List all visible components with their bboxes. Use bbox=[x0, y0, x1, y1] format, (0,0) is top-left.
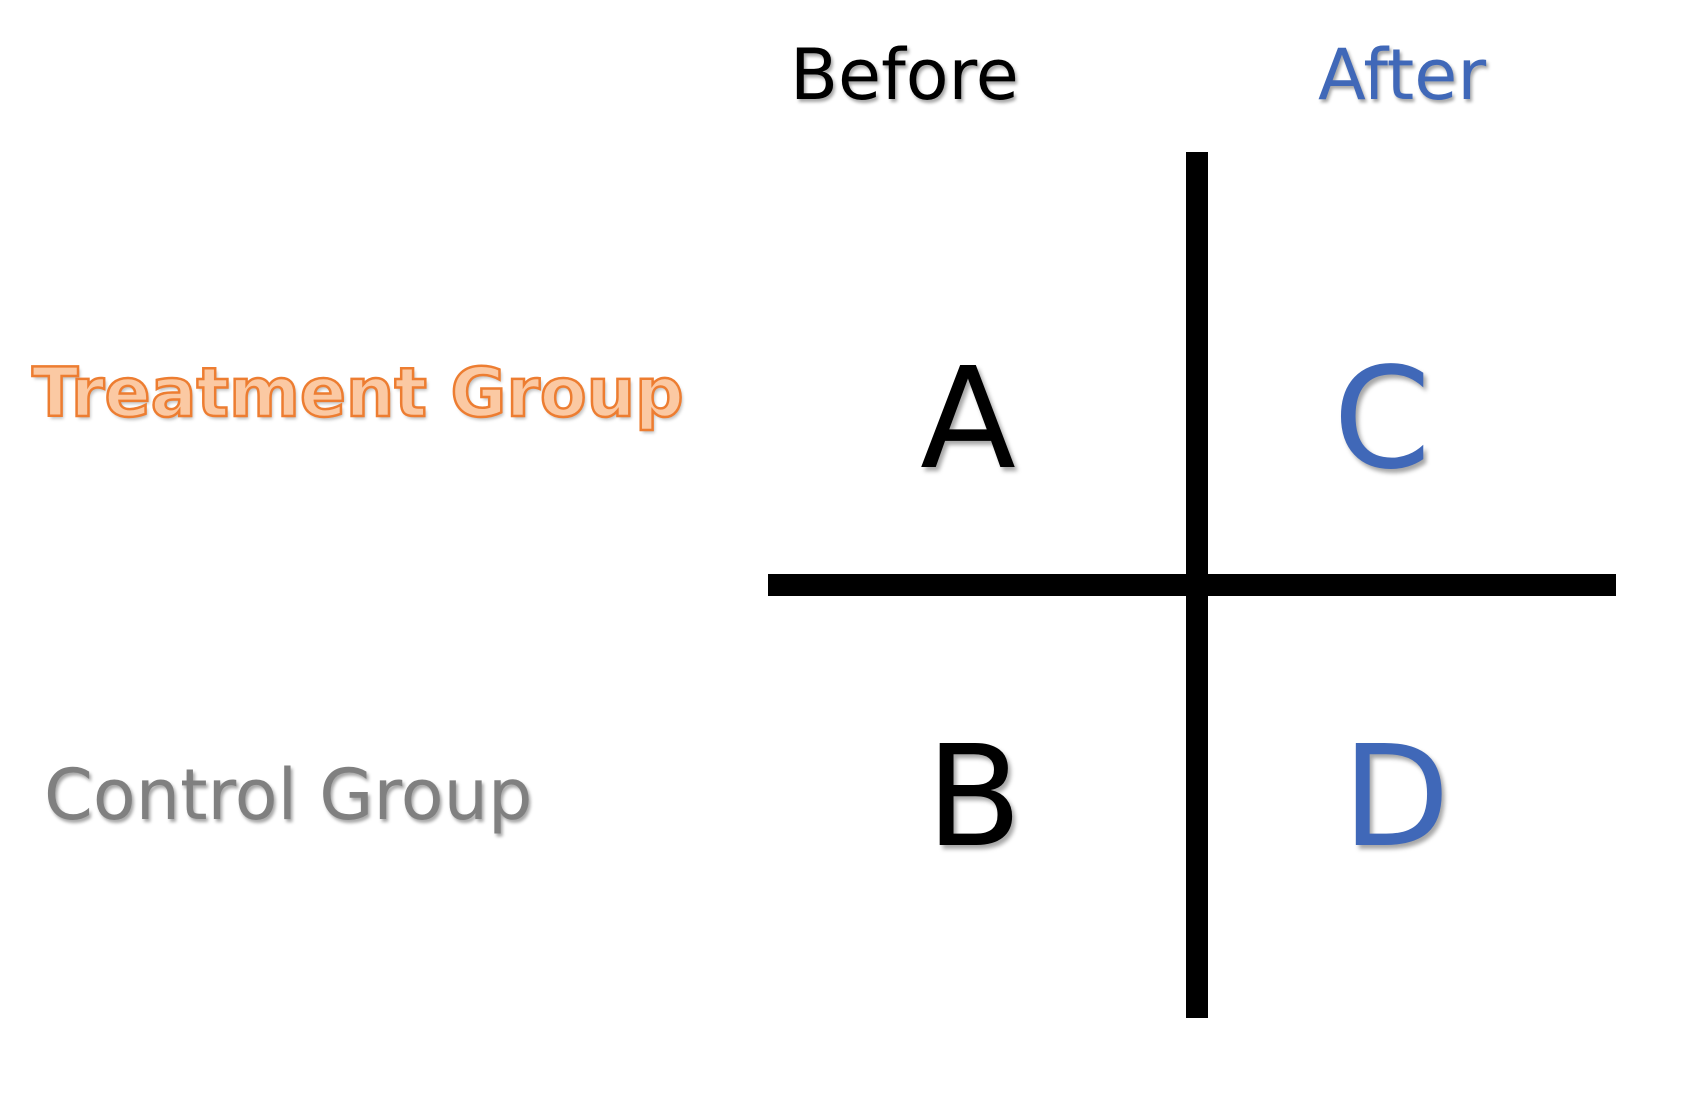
row-label-control-group: Control Group bbox=[44, 754, 533, 836]
column-header-before: Before bbox=[790, 34, 1019, 116]
row-label-treatment-group: Treatment Group bbox=[31, 354, 685, 433]
horizontal-divider-line bbox=[768, 574, 1616, 596]
column-header-after: After bbox=[1318, 34, 1487, 116]
cell-treatment-before: A bbox=[920, 338, 1016, 501]
cell-control-before: B bbox=[925, 716, 1023, 879]
cell-control-after: D bbox=[1342, 716, 1450, 879]
cell-treatment-after: C bbox=[1333, 338, 1431, 501]
